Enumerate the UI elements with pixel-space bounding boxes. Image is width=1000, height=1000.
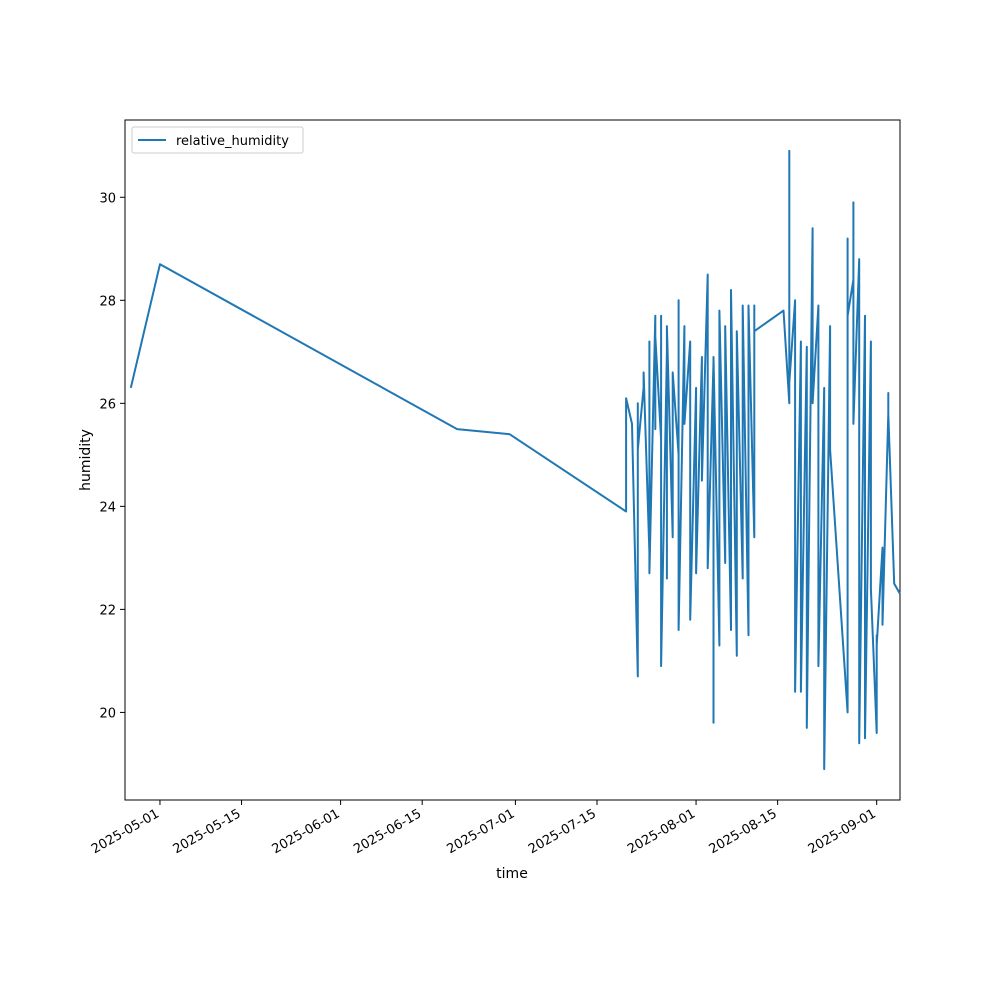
y-tick-label: 24 bbox=[99, 500, 116, 515]
legend: relative_humidity bbox=[131, 126, 304, 154]
y-tick-label: 30 bbox=[99, 191, 116, 206]
plot-area bbox=[124, 119, 901, 801]
y-tick-label: 20 bbox=[99, 706, 116, 721]
y-tick-label: 26 bbox=[99, 397, 116, 412]
x-axis-label: time bbox=[496, 866, 528, 882]
axes-frame bbox=[124, 119, 901, 801]
y-tick-label: 28 bbox=[99, 294, 116, 309]
series-layer bbox=[129, 149, 901, 771]
y-axis-label: humidity bbox=[78, 429, 94, 491]
y-axis: 20 22 24 26 28 30 bbox=[99, 191, 125, 721]
legend-entry-label: relative_humidity bbox=[176, 134, 289, 149]
legend-box bbox=[131, 126, 304, 154]
series-line-relative_humidity bbox=[129, 149, 901, 771]
y-tick-label: 22 bbox=[99, 603, 116, 618]
